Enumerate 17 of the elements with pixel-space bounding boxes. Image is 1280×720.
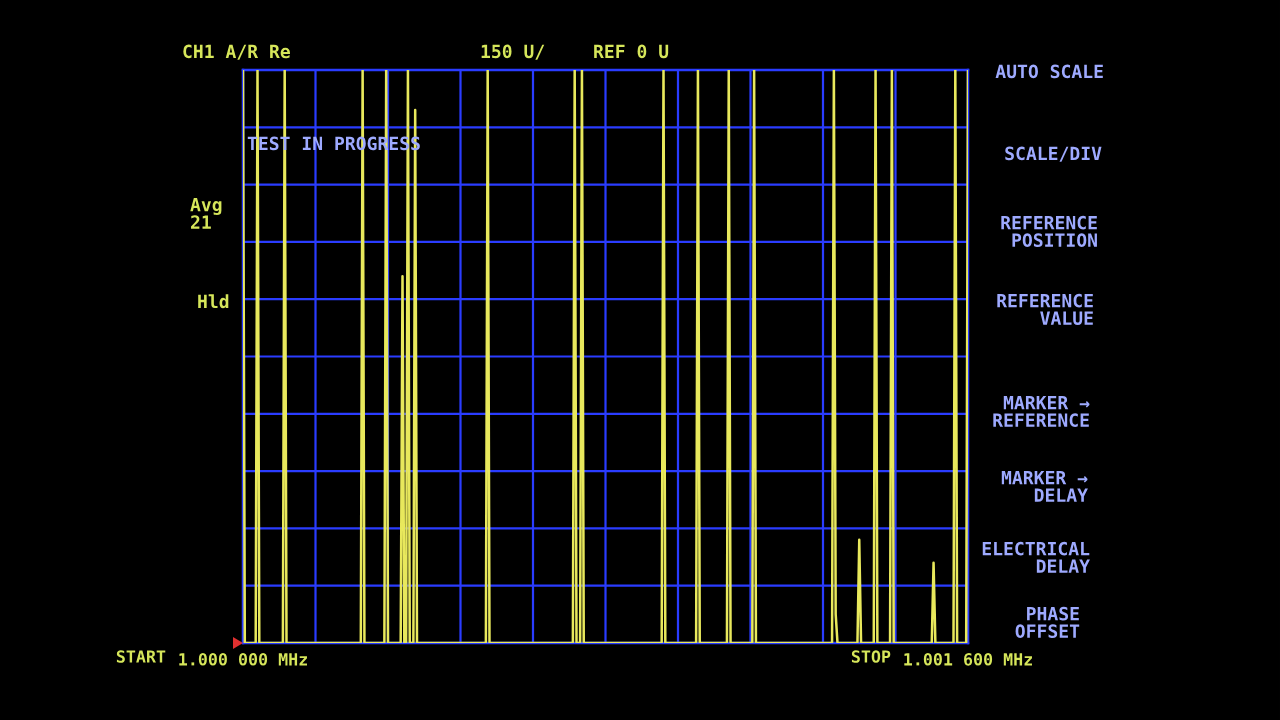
text: SCALE/DIV <box>1005 146 1102 162</box>
text: REFERENCE VALUE <box>997 293 1093 325</box>
text: REFERENCE POSITION <box>1001 215 1097 247</box>
text: REF 0 U <box>594 44 669 59</box>
text: AUTO SCALE <box>995 64 1103 79</box>
text: PHASE OFFSET <box>1015 606 1080 638</box>
text: START <box>116 650 166 663</box>
text: MARKER → REFERENCE <box>993 396 1090 427</box>
text: CH1 A/R Re <box>183 44 290 60</box>
text: ELECTRICAL DELAY <box>982 541 1090 573</box>
x-tick-label: 1.000 000 MHz <box>179 653 307 666</box>
text: MARKER → DELAY <box>1001 471 1088 502</box>
x-tick-label: 1.001 600 MHz <box>904 653 1032 666</box>
text: STOP <box>851 650 891 663</box>
text: 150 U/ <box>481 44 545 60</box>
text: Avg 21 <box>190 198 222 229</box>
text: Hld <box>198 294 229 309</box>
